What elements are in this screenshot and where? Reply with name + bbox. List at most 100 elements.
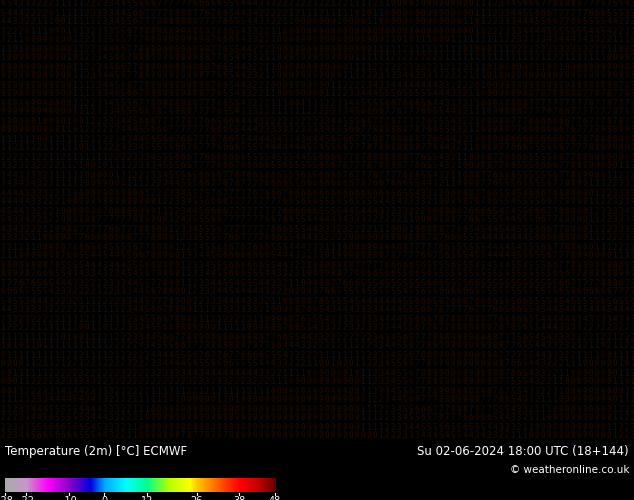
Text: 1: 1 — [607, 332, 611, 342]
Text: 5: 5 — [67, 414, 71, 422]
Text: 1: 1 — [366, 396, 372, 404]
Text: 6: 6 — [283, 206, 287, 216]
Bar — [264, 478, 266, 492]
Text: 1: 1 — [49, 144, 53, 152]
Text: 4: 4 — [487, 422, 491, 432]
Text: 1: 1 — [619, 368, 623, 378]
Text: 8: 8 — [181, 18, 185, 26]
Text: 4: 4 — [391, 80, 396, 90]
Text: 4: 4 — [25, 432, 29, 440]
Text: 5: 5 — [534, 198, 540, 206]
Text: 6: 6 — [205, 152, 209, 162]
Text: 0: 0 — [583, 368, 587, 378]
Text: 6: 6 — [115, 62, 119, 72]
Text: 0: 0 — [409, 36, 413, 44]
Text: 6: 6 — [73, 252, 77, 260]
Text: 1: 1 — [469, 98, 474, 108]
Text: 7: 7 — [373, 116, 377, 126]
Text: 7: 7 — [337, 162, 341, 170]
Text: 5: 5 — [253, 360, 257, 368]
Text: 8: 8 — [493, 350, 497, 360]
Text: 3: 3 — [163, 368, 167, 378]
Text: 9: 9 — [337, 386, 341, 396]
Text: 0: 0 — [264, 314, 269, 324]
Text: 9: 9 — [547, 72, 552, 80]
Text: 6: 6 — [241, 350, 245, 360]
Text: 7: 7 — [444, 414, 450, 422]
Text: 0: 0 — [481, 90, 485, 98]
Text: 2: 2 — [493, 26, 497, 36]
Text: 0: 0 — [319, 368, 323, 378]
Text: 9: 9 — [595, 404, 599, 413]
Text: 0: 0 — [283, 62, 287, 72]
Text: 0: 0 — [313, 90, 317, 98]
Text: 7: 7 — [217, 54, 221, 62]
Text: 0: 0 — [595, 378, 599, 386]
Text: 4: 4 — [547, 314, 552, 324]
Text: 9: 9 — [547, 432, 552, 440]
Text: 5: 5 — [127, 252, 131, 260]
Bar — [61, 478, 62, 492]
Text: 3: 3 — [522, 36, 527, 44]
Text: 4: 4 — [235, 288, 239, 296]
Text: 8: 8 — [499, 368, 503, 378]
Text: 7: 7 — [223, 234, 228, 242]
Text: 8: 8 — [493, 332, 497, 342]
Text: 8: 8 — [217, 422, 221, 432]
Text: 7: 7 — [444, 224, 450, 234]
Text: 8: 8 — [529, 90, 533, 98]
Text: 1: 1 — [577, 350, 581, 360]
Bar — [168, 478, 169, 492]
Text: 3: 3 — [133, 314, 138, 324]
Text: 5: 5 — [522, 350, 527, 360]
Text: 9: 9 — [571, 422, 575, 432]
Text: 9: 9 — [37, 62, 41, 72]
Text: 7: 7 — [469, 296, 474, 306]
Text: 0: 0 — [181, 396, 185, 404]
Text: 2: 2 — [133, 170, 138, 179]
Text: 7: 7 — [631, 278, 634, 287]
Text: 6: 6 — [151, 134, 155, 143]
Bar — [172, 478, 174, 492]
Text: 0: 0 — [463, 368, 467, 378]
Text: 7: 7 — [505, 342, 509, 350]
Text: 4: 4 — [624, 0, 630, 8]
Text: 1: 1 — [13, 350, 17, 360]
Text: 4: 4 — [559, 314, 564, 324]
Text: 0: 0 — [595, 368, 599, 378]
Text: 1: 1 — [361, 54, 365, 62]
Text: 9: 9 — [432, 342, 437, 350]
Text: 3: 3 — [553, 36, 557, 44]
Text: 6: 6 — [301, 188, 306, 198]
Text: 1: 1 — [169, 224, 173, 234]
Text: 4: 4 — [493, 252, 497, 260]
Text: 8: 8 — [571, 162, 575, 170]
Text: 1: 1 — [349, 350, 353, 360]
Text: 6: 6 — [319, 162, 323, 170]
Text: 1: 1 — [73, 62, 77, 72]
Text: 1: 1 — [7, 252, 11, 260]
Text: 4: 4 — [307, 332, 311, 342]
Bar — [27, 478, 28, 492]
Text: 1: 1 — [91, 314, 95, 324]
Text: 2: 2 — [354, 342, 359, 350]
Text: 6: 6 — [354, 188, 359, 198]
Text: 1: 1 — [493, 72, 497, 80]
Text: 0: 0 — [151, 404, 155, 413]
Text: 0: 0 — [456, 368, 462, 378]
Bar — [87, 478, 88, 492]
Text: 9: 9 — [295, 44, 299, 54]
Text: 0: 0 — [319, 62, 323, 72]
Text: 3: 3 — [253, 54, 257, 62]
Bar — [273, 478, 274, 492]
Bar — [138, 478, 139, 492]
Text: 8: 8 — [186, 432, 191, 440]
Text: 4: 4 — [589, 306, 593, 314]
Text: 6: 6 — [349, 126, 353, 134]
Text: 6: 6 — [349, 188, 353, 198]
Text: 1: 1 — [409, 44, 413, 54]
Text: 7: 7 — [529, 108, 533, 116]
Text: 5: 5 — [403, 188, 407, 198]
Bar — [94, 478, 96, 492]
Text: 5: 5 — [409, 90, 413, 98]
